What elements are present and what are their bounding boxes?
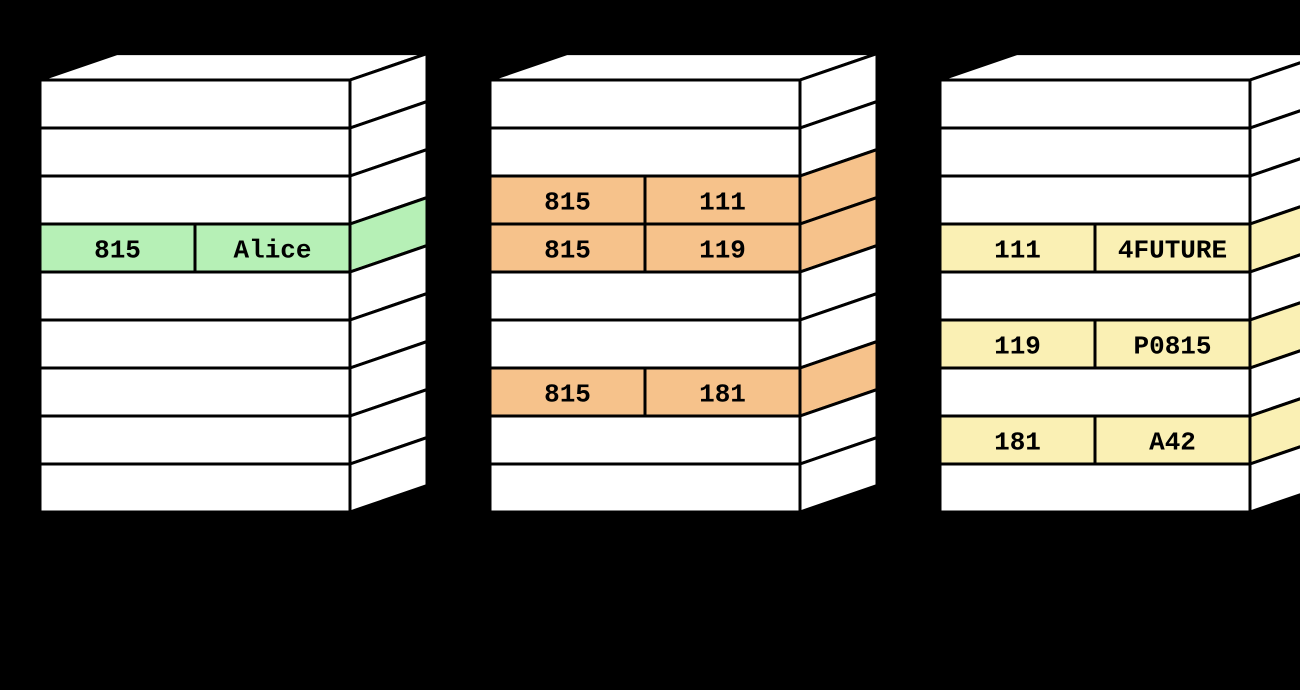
cell-right: 111 (699, 187, 746, 217)
cell-right: 4FUTURE (1118, 235, 1227, 265)
stack-b: 815 111 815 119 815 181 (490, 6, 877, 512)
cell-left: 815 (544, 187, 591, 217)
stack-c: 111 4FUTURE 119 P0815 181 A42 (940, 6, 1300, 512)
stack-a: 815 Alice (40, 6, 427, 512)
cell-right: 181 (699, 379, 746, 409)
cell-right: 119 (699, 235, 746, 265)
cell-right: A42 (1149, 427, 1196, 457)
cell-left: 111 (994, 235, 1041, 265)
cell-left: 815 (544, 235, 591, 265)
cell-left: 119 (994, 331, 1041, 361)
cell-right: Alice (233, 235, 311, 265)
cell-right: P0815 (1133, 331, 1211, 361)
cell-left: 815 (544, 379, 591, 409)
cell-left: 181 (994, 427, 1041, 457)
cell-left: 815 (94, 235, 141, 265)
